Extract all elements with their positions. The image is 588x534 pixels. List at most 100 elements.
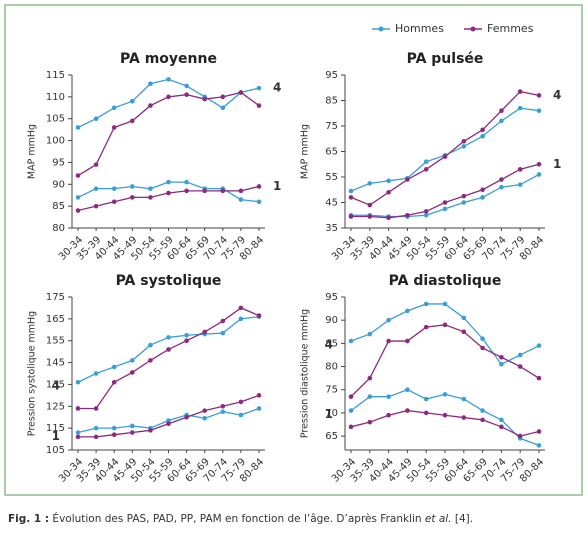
point xyxy=(348,408,354,413)
point xyxy=(184,188,189,194)
y-tick-label: 105 xyxy=(46,114,65,125)
point xyxy=(517,182,523,187)
point xyxy=(442,206,448,212)
point xyxy=(111,379,117,385)
point xyxy=(166,179,171,185)
point xyxy=(423,396,429,402)
point xyxy=(405,308,410,314)
point xyxy=(367,214,373,219)
y-tick-label: 175 xyxy=(46,292,65,303)
point xyxy=(386,394,391,399)
series-line xyxy=(77,91,260,177)
point xyxy=(461,139,467,144)
series-line xyxy=(350,324,540,398)
point xyxy=(256,85,262,91)
point xyxy=(220,403,226,409)
point xyxy=(480,336,485,342)
point xyxy=(405,177,410,182)
point xyxy=(111,105,117,111)
point xyxy=(386,317,391,323)
y-axis-label: Pression systolique mmHg xyxy=(27,311,38,436)
point xyxy=(442,322,448,328)
point xyxy=(238,188,244,194)
point xyxy=(93,203,99,209)
point xyxy=(423,301,429,307)
point xyxy=(480,417,485,423)
group-label: 4 xyxy=(273,81,281,95)
caption-text: Évolution des PAS, PAD, PP, PAM en fonct… xyxy=(49,512,425,525)
point xyxy=(166,77,171,82)
y-axis-label: MAP mmHg xyxy=(300,124,311,179)
point xyxy=(130,423,135,429)
point xyxy=(184,332,189,338)
point xyxy=(75,406,81,411)
group-label: 1 xyxy=(553,157,561,171)
point xyxy=(367,394,373,399)
caption-label: Fig. 1 : xyxy=(8,513,49,525)
point xyxy=(536,161,542,167)
point xyxy=(93,162,99,167)
point xyxy=(405,212,410,218)
point xyxy=(423,410,429,416)
point xyxy=(148,103,153,108)
point xyxy=(442,154,448,159)
y-axis-label: Pression diastolique mmHg xyxy=(300,309,311,438)
point xyxy=(256,184,262,189)
point xyxy=(111,186,117,191)
point xyxy=(93,425,99,431)
point xyxy=(480,187,485,193)
point xyxy=(386,190,391,195)
point xyxy=(499,354,504,360)
point xyxy=(367,419,373,425)
point xyxy=(202,329,207,335)
point xyxy=(423,159,429,164)
y-tick-label: 85 xyxy=(325,96,338,107)
point xyxy=(423,324,429,330)
point xyxy=(405,338,410,344)
point xyxy=(348,338,354,344)
point xyxy=(367,331,373,337)
point xyxy=(148,186,153,191)
point xyxy=(111,125,117,130)
point xyxy=(130,195,135,200)
point xyxy=(93,116,99,122)
y-tick-label: 75 xyxy=(325,385,338,396)
legend-marker xyxy=(470,26,476,32)
point xyxy=(442,301,448,307)
y-tick-label: 105 xyxy=(46,445,65,456)
point xyxy=(111,425,117,431)
chart-title: PA systolique xyxy=(116,273,222,289)
point xyxy=(238,316,244,322)
point xyxy=(405,408,410,413)
y-tick-label: 115 xyxy=(46,423,65,434)
point xyxy=(238,399,244,405)
point xyxy=(499,417,504,423)
point xyxy=(238,412,244,418)
y-tick-label: 115 xyxy=(46,70,65,81)
legend-label: Femmes xyxy=(487,22,534,35)
y-tick-label: 85 xyxy=(325,338,338,349)
series-line xyxy=(78,307,260,410)
point xyxy=(386,215,391,221)
point xyxy=(130,118,135,124)
y-tick-label: 145 xyxy=(46,358,65,369)
caption: Fig. 1 : Évolution des PAS, PAD, PP, PAM… xyxy=(8,512,473,525)
series-line xyxy=(350,303,540,366)
y-tick-label: 155 xyxy=(46,336,65,347)
point xyxy=(499,424,504,430)
y-tick-label: 45 xyxy=(325,198,338,209)
point xyxy=(75,434,81,440)
point xyxy=(386,178,391,184)
point xyxy=(536,375,542,381)
point xyxy=(461,144,467,149)
point xyxy=(480,408,485,413)
y-tick-label: 95 xyxy=(325,70,338,81)
point xyxy=(148,358,153,363)
group-label: 1 xyxy=(273,179,281,193)
y-tick-label: 65 xyxy=(325,431,338,442)
y-tick-label: 70 xyxy=(325,408,338,419)
y-tick-label: 90 xyxy=(325,315,338,326)
point xyxy=(238,305,244,311)
point xyxy=(348,394,354,399)
